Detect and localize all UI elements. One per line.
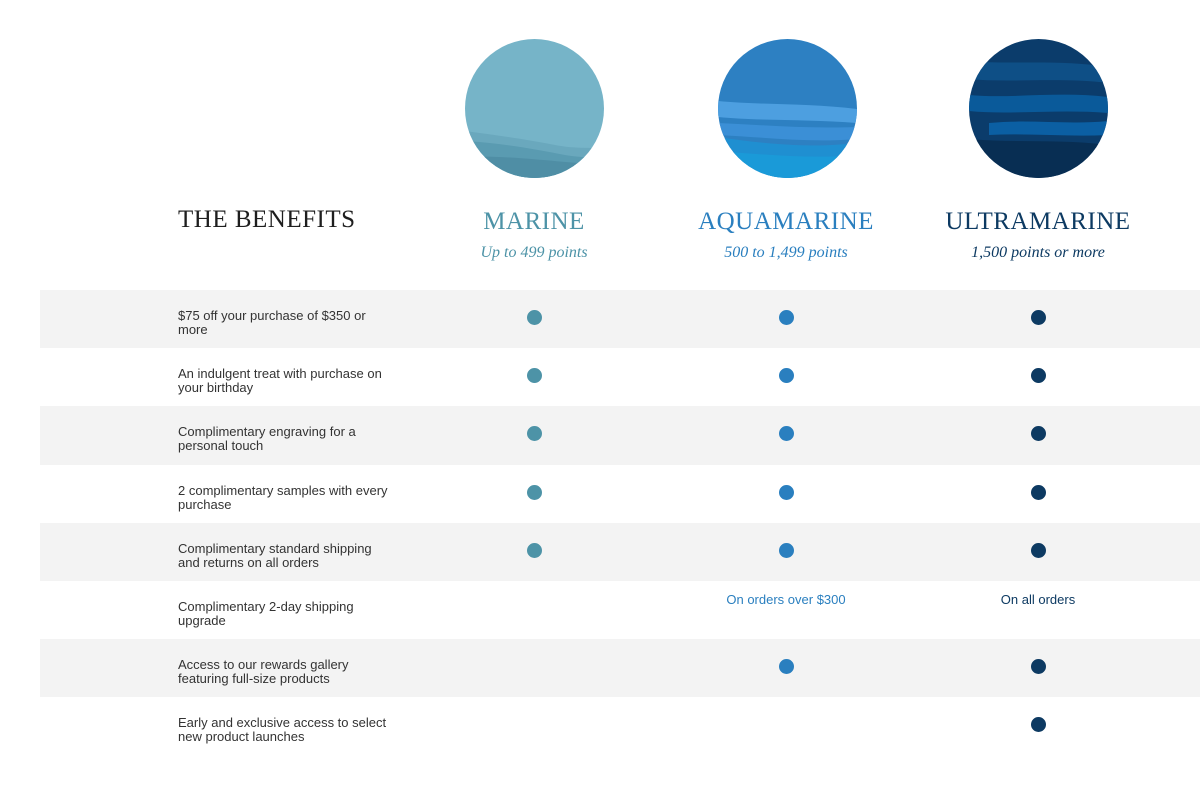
benefit-label: Complimentary engraving for a personal t…: [178, 424, 356, 454]
aquamarine-included-dot: [778, 426, 794, 442]
tier-points-range: Up to 499 points: [480, 244, 588, 261]
benefit-label: Complimentary 2-day shipping upgrade: [178, 598, 354, 628]
benefit-row: $75 off your purchase of $350 or more: [40, 290, 1200, 349]
aquamarine-cell-text: On orders over $300: [726, 591, 846, 607]
benefit-row: Complimentary 2-day shipping upgrade On o…: [40, 581, 1200, 639]
aquamarine-included-dot: [778, 542, 794, 558]
ultramarine-included-dot: [1030, 717, 1046, 733]
benefits-table: $75 off your purchase of $350 or more An …: [40, 290, 1200, 756]
tier-header-aquamarine: AQUAMARINE 500 to 1,499 points: [656, 206, 916, 262]
tier-header-ultramarine: ULTRAMARINE 1,500 points or more: [908, 206, 1168, 262]
benefit-label: Access to our rewards gallery featuring …: [178, 657, 349, 687]
tier-points-range: 500 to 1,499 points: [724, 244, 848, 261]
benefit-row: 2 complimentary samples with every purch…: [40, 465, 1200, 523]
ultramarine-included-dot: [1030, 310, 1046, 325]
tier-name: ULTRAMARINE: [945, 208, 1131, 235]
marine-included-dot: [526, 368, 542, 384]
aquamarine-included-dot: [778, 368, 794, 384]
ultramarine-included-dot: [1030, 542, 1046, 558]
marine-included-dot: [526, 426, 542, 442]
benefit-row: Early and exclusive access to select new…: [40, 697, 1200, 755]
ultramarine-included-dot: [1030, 484, 1046, 500]
aquamarine-tier-image: [718, 39, 857, 178]
ultramarine-tier-image: [969, 39, 1108, 178]
ultramarine-included-dot: [1030, 368, 1046, 384]
tier-header-marine: MARINE Up to 499 points: [404, 206, 664, 262]
aquamarine-included-dot: [778, 310, 794, 325]
marine-tier-image: [465, 39, 604, 178]
benefit-row: An indulgent treat with purchase on your…: [40, 348, 1200, 406]
benefit-row: Complimentary standard shipping and retu…: [40, 522, 1200, 581]
benefit-row: Complimentary engraving for a personal t…: [40, 406, 1200, 465]
marine-included-dot: [526, 310, 542, 325]
benefit-label: $75 off your purchase of $350 or more: [178, 308, 366, 337]
tier-points-range: 1,500 points or more: [971, 244, 1105, 261]
aquamarine-included-dot: [778, 659, 794, 675]
tier-name: AQUAMARINE: [698, 208, 874, 235]
benefit-label: Complimentary standard shipping and retu…: [178, 540, 372, 570]
ultramarine-cell-text: On all orders: [1000, 591, 1076, 607]
aquamarine-included-dot: [778, 484, 794, 500]
benefit-label: Early and exclusive access to select new…: [178, 715, 387, 745]
benefit-label: 2 complimentary samples with every purch…: [178, 482, 388, 512]
ultramarine-included-dot: [1030, 426, 1046, 442]
ultramarine-included-dot: [1030, 659, 1046, 675]
tier-name: MARINE: [483, 208, 585, 235]
benefit-row: Access to our rewards gallery featuring …: [40, 639, 1200, 698]
benefits-heading: THE BENEFITS: [178, 206, 356, 233]
benefit-label: An indulgent treat with purchase on your…: [178, 366, 382, 396]
marine-included-dot: [526, 542, 542, 558]
marine-included-dot: [526, 484, 542, 500]
